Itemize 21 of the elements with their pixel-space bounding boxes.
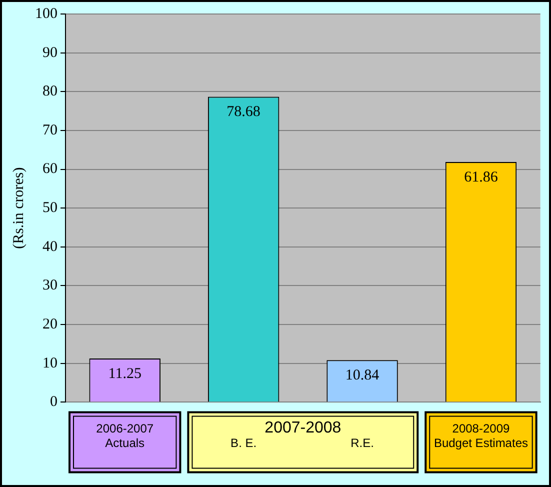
data-label: 78.68 [226, 104, 260, 120]
y-tick-label: 70 [42, 122, 58, 138]
y-axis-title: (Rs.in crores) [10, 167, 27, 249]
x-tick-label: R.E. [350, 436, 374, 450]
y-tick-label: 100 [35, 6, 58, 22]
data-label: 10.84 [345, 368, 380, 384]
y-tick-label: 20 [42, 316, 58, 332]
y-tick-label: 40 [42, 238, 58, 255]
data-label: 11.25 [108, 366, 142, 382]
text: 2007-2008 [264, 420, 342, 437]
data-label: 61.86 [464, 169, 498, 186]
x-tick-label: 2006-2007 Actuals [96, 422, 154, 450]
y-tick-label: 10 [42, 355, 58, 372]
y-tick-label: 90 [42, 44, 58, 61]
y-tick-label: 0 [50, 394, 58, 410]
y-tick-label: 30 [42, 278, 58, 294]
x-tick-label: B. E. [230, 436, 257, 450]
y-tick-label: 60 [42, 161, 58, 178]
y-tick-label: 50 [42, 200, 58, 216]
y-tick-label: 80 [42, 84, 58, 100]
x-tick-label: 2008-2009 Budget Estimates [434, 422, 528, 450]
